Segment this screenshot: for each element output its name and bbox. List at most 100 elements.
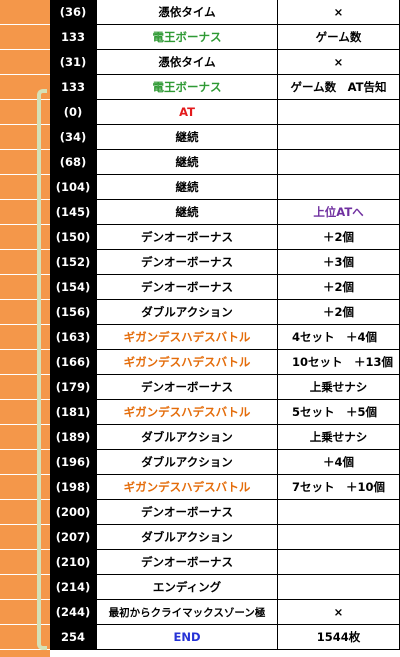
game-count-cell: (31) (50, 50, 97, 75)
game-count-cell: (152) (50, 250, 97, 275)
table-row: (34) 継続 (50, 125, 400, 150)
stripe-divider (0, 399, 50, 400)
table-row: (196) ダブルアクション ＋4個 (50, 450, 400, 475)
event-cell: AT (97, 100, 278, 125)
note-cell (278, 575, 400, 600)
table-row: (214) エンディング (50, 575, 400, 600)
event-cell: ギガンデスハデスバトル (97, 400, 278, 425)
note-cell: × (278, 0, 400, 25)
table-row: (68) 継続 (50, 150, 400, 175)
stripe-divider (0, 349, 50, 350)
note-cell: × (278, 600, 400, 625)
table-row: (189) ダブルアクション 上乗せナシ (50, 425, 400, 450)
history-table: (36) 憑依タイム × 133 電王ボーナス ゲーム数 (31) 憑依タイム × 133 電王ボー… (50, 0, 400, 657)
stripe-divider (0, 124, 50, 125)
event-cell: 継続 (97, 150, 278, 175)
game-count-cell: (145) (50, 200, 97, 225)
game-count-cell: (179) (50, 375, 97, 400)
stripe-divider (0, 649, 50, 650)
event-cell: ギガンデスハデスバトル (97, 475, 278, 500)
table-row: (36) 憑依タイム × (50, 0, 400, 25)
note-cell: 4セット ＋4個 (278, 325, 400, 350)
game-count-cell: (244) (50, 600, 97, 625)
stripe-divider (0, 99, 50, 100)
stripe-divider (0, 574, 50, 575)
event-cell: ダブルアクション (97, 425, 278, 450)
game-count-cell: (166) (50, 350, 97, 375)
event-cell: デンオーボーナス (97, 250, 278, 275)
stripe-divider (0, 624, 50, 625)
game-count-cell: (104) (50, 175, 97, 200)
table-row: (179) デンオーボーナス 上乗せナシ (50, 375, 400, 400)
table-row: (31) 憑依タイム × (50, 50, 400, 75)
game-count-cell: 133 (50, 75, 97, 100)
note-cell: 1544枚 (278, 625, 400, 650)
table-row: 254 END 1544枚 (50, 625, 400, 650)
game-count-cell: (156) (50, 300, 97, 325)
stripe-divider (0, 149, 50, 150)
stripe-divider (0, 274, 50, 275)
game-count-cell: 133 (50, 25, 97, 50)
table-row: (166) ギガンデスハデスバトル 10セット ＋13個 (50, 350, 400, 375)
table-row: (210) デンオーボーナス (50, 550, 400, 575)
event-cell: 憑依タイム (97, 0, 278, 25)
game-count-cell: (68) (50, 150, 97, 175)
table-row: 133 電王ボーナス ゲーム数 (50, 25, 400, 50)
note-cell (278, 150, 400, 175)
note-cell: 10セット ＋13個 (278, 350, 400, 375)
event-cell: 電王ボーナス (97, 75, 278, 100)
table-row: (163) ギガンデスハデスバトル 4セット ＋4個 (50, 325, 400, 350)
game-count-cell: (0) (50, 100, 97, 125)
game-count-cell: (200) (50, 500, 97, 525)
at-span-bracket (37, 89, 47, 650)
stripe-divider (0, 549, 50, 550)
note-cell: ＋4個 (278, 450, 400, 475)
stripe-divider (0, 24, 50, 25)
table-row: (156) ダブルアクション ＋2個 (50, 300, 400, 325)
event-cell: 電王ボーナス (97, 25, 278, 50)
table-row: (181) ギガンデスハデスバトル 5セット ＋5個 (50, 400, 400, 425)
stripe-divider (0, 49, 50, 50)
event-cell: 継続 (97, 200, 278, 225)
stripe-divider (0, 524, 50, 525)
game-count-cell: 254 (50, 625, 97, 650)
note-cell (278, 100, 400, 125)
game-count-cell: (150) (50, 225, 97, 250)
note-cell (278, 175, 400, 200)
event-cell: デンオーボーナス (97, 375, 278, 400)
stripe-divider (0, 174, 50, 175)
note-cell: ＋3個 (278, 250, 400, 275)
note-cell (278, 550, 400, 575)
event-cell: エンディング (97, 575, 278, 600)
table-row: (154) デンオーボーナス ＋2個 (50, 275, 400, 300)
game-count-cell: (196) (50, 450, 97, 475)
stripe-divider (0, 599, 50, 600)
stripe-divider (0, 224, 50, 225)
table-row: 133 電王ボーナス ゲーム数 AT告知 (50, 75, 400, 100)
note-cell: 5セット ＋5個 (278, 400, 400, 425)
event-cell: 継続 (97, 175, 278, 200)
event-cell: デンオーボーナス (97, 225, 278, 250)
stripe-divider (0, 374, 50, 375)
note-cell (278, 125, 400, 150)
game-count-cell: (34) (50, 125, 97, 150)
note-cell: ＋2個 (278, 225, 400, 250)
table-row: (200) デンオーボーナス (50, 500, 400, 525)
note-cell: 上乗せナシ (278, 375, 400, 400)
game-count-cell: (189) (50, 425, 97, 450)
event-cell: デンオーボーナス (97, 550, 278, 575)
table-row: (104) 継続 (50, 175, 400, 200)
stripe-divider (0, 499, 50, 500)
stripe-divider (0, 199, 50, 200)
table-row: (244) 最初からクライマックスゾーン極 × (50, 600, 400, 625)
table-row: (198) ギガンデスハデスバトル 7セット ＋10個 (50, 475, 400, 500)
stripe-divider (0, 474, 50, 475)
table-row: (152) デンオーボーナス ＋3個 (50, 250, 400, 275)
left-orange-stripe (0, 0, 50, 657)
event-cell: ダブルアクション (97, 300, 278, 325)
game-count-cell: (198) (50, 475, 97, 500)
note-cell: ＋2個 (278, 300, 400, 325)
note-cell: × (278, 50, 400, 75)
event-cell: 最初からクライマックスゾーン極 (97, 600, 278, 625)
event-cell: 継続 (97, 125, 278, 150)
